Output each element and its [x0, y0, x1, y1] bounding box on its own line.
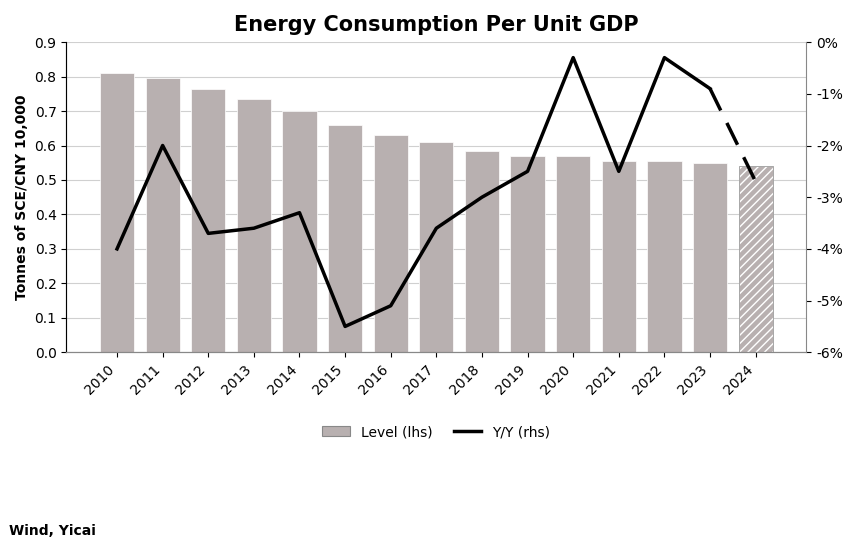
Bar — [465, 150, 499, 352]
Bar — [328, 125, 362, 352]
Bar — [511, 156, 545, 352]
Bar — [601, 161, 636, 352]
Bar — [739, 166, 773, 352]
Bar — [420, 142, 453, 352]
Bar — [373, 135, 408, 352]
Bar — [237, 99, 271, 352]
Bar — [556, 156, 590, 352]
Legend: Level (lhs), Y/Y (rhs): Level (lhs), Y/Y (rhs) — [317, 420, 556, 445]
Bar — [647, 161, 681, 352]
Title: Energy Consumption Per Unit GDP: Energy Consumption Per Unit GDP — [234, 15, 638, 35]
Bar — [100, 73, 134, 352]
Bar — [693, 163, 727, 352]
Bar — [739, 166, 773, 352]
Y-axis label: Tonnes of SCE/CNY 10,000: Tonnes of SCE/CNY 10,000 — [15, 94, 29, 300]
Bar — [146, 78, 179, 352]
Text: Wind, Yicai: Wind, Yicai — [9, 523, 95, 538]
Bar — [282, 111, 317, 352]
Bar — [191, 89, 226, 352]
